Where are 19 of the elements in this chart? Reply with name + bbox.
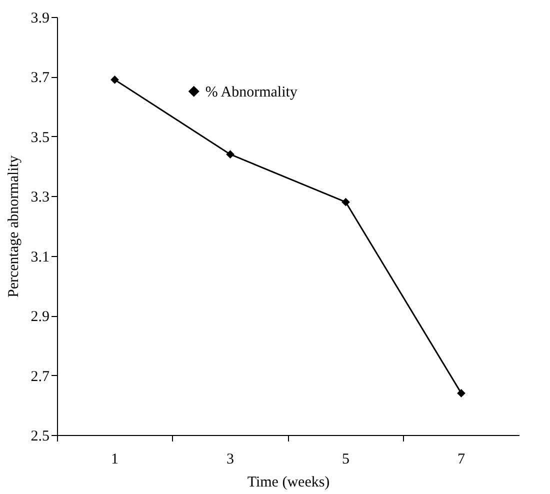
y-axis-title: Percentage abnormality xyxy=(6,154,22,298)
y-tick-label: 2.7 xyxy=(30,368,50,385)
y-tick-label: 3.5 xyxy=(30,130,50,146)
y-tick-label: 2.5 xyxy=(30,428,50,444)
y-tick-label: 3.9 xyxy=(30,10,50,26)
point xyxy=(342,198,350,206)
x-tick-label: 3 xyxy=(226,452,234,468)
x-tick-label: 7 xyxy=(458,452,466,468)
y-tick-label: 3.1 xyxy=(30,249,50,266)
point xyxy=(226,150,234,159)
y-tick-label: 3.3 xyxy=(30,190,50,206)
y-tick-label: 3.7 xyxy=(30,70,50,86)
x-tick-label: 5 xyxy=(342,452,350,468)
x-tick-label: 1 xyxy=(111,452,118,468)
legend-label: % Abnormality xyxy=(205,84,298,100)
point xyxy=(110,76,119,84)
point xyxy=(457,389,466,398)
y-tick-label: 2.9 xyxy=(30,309,50,326)
x-axis-title: Time (weeks) xyxy=(247,474,330,490)
